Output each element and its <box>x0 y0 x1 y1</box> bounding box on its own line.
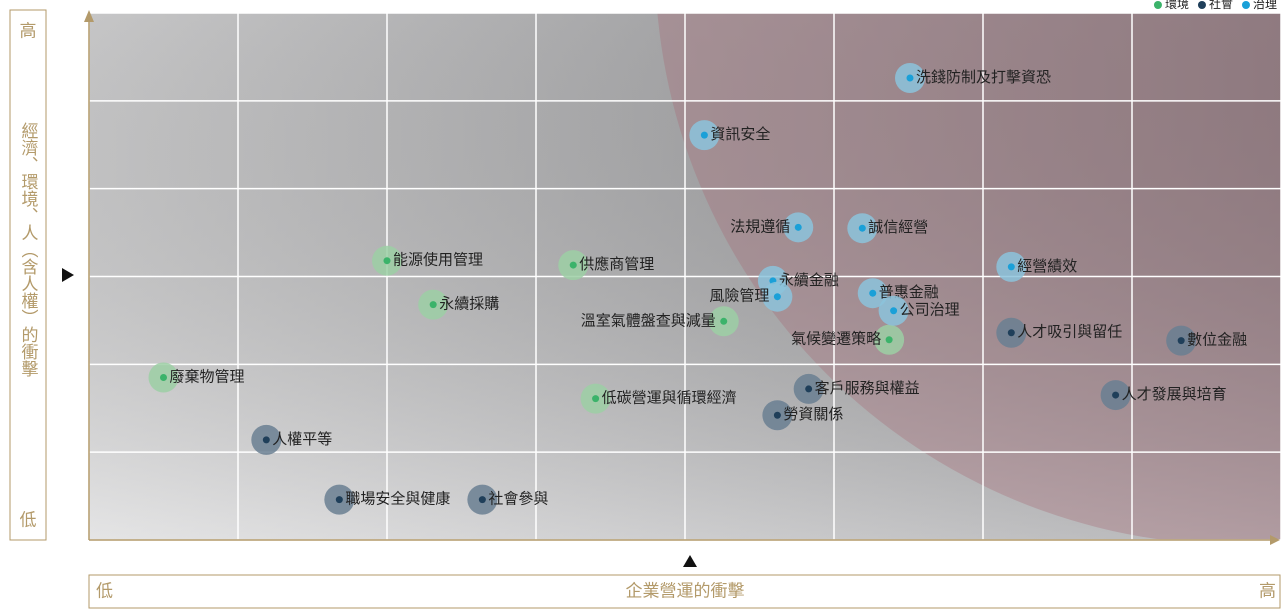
point-label: 永續採購 <box>439 296 499 313</box>
y-axis-label: 經濟、環境、人（含人權）的衝擊 <box>19 122 39 377</box>
points: 能源使用管理 供應商管理永續採購溫室氣體盤查與減量氣候變遷策略廢棄物管理低碳營運與… <box>148 62 1247 515</box>
legend-marker <box>1153 1 1162 9</box>
point <box>885 336 893 344</box>
x-arrow <box>1270 535 1280 545</box>
legend-label: 社會 <box>1209 0 1233 11</box>
legend-label: 治理 <box>1253 0 1277 11</box>
point <box>858 224 866 232</box>
point <box>1177 337 1185 345</box>
point-label: 廢棄物管理 <box>170 367 245 385</box>
point <box>773 293 781 301</box>
point-label: 人才吸引與留任 <box>1017 324 1122 341</box>
point-label: 客戶服務與權益 <box>815 380 920 397</box>
x-label-box <box>88 574 1281 609</box>
y-high: 高 <box>20 21 37 40</box>
point-label: 職場安全與健康 <box>345 490 450 508</box>
point <box>890 307 898 315</box>
point <box>478 496 486 504</box>
legend-label: 環境 <box>1165 0 1189 11</box>
point-label: 低碳營運與循環經濟 <box>602 390 737 407</box>
point <box>1112 391 1120 399</box>
plot-area <box>89 13 1281 540</box>
legend-marker <box>1241 1 1250 9</box>
point <box>720 317 728 325</box>
y-label-box <box>9 9 47 541</box>
point <box>160 374 167 382</box>
point <box>1007 329 1015 337</box>
point-label: 人權平等 <box>272 430 332 448</box>
legend-marker <box>1197 1 1206 9</box>
point <box>1007 263 1015 271</box>
point <box>794 223 802 231</box>
point-label: 資訊安全 <box>710 125 770 143</box>
y-mid-marker <box>62 268 74 282</box>
point-label: 永續金融 <box>779 272 839 289</box>
x-axis-label: 企業營運的衝擊 <box>626 581 745 600</box>
point <box>262 436 270 444</box>
point-label: 誠信經營 <box>868 219 928 236</box>
point-label: 法規遵循 <box>730 217 790 235</box>
point-label: 氣候變遷策略 <box>791 331 881 348</box>
point-label: 勞資關係 <box>783 406 843 423</box>
point-label: 公司治理 <box>900 302 960 319</box>
point-label: 經營績效 <box>1017 258 1077 275</box>
point-label: 洗錢防制及打擊資恐 <box>916 68 1051 86</box>
point <box>335 496 343 504</box>
point <box>700 131 708 139</box>
point <box>569 261 577 269</box>
point <box>383 257 391 265</box>
point-label: 供應商管理 <box>579 255 654 273</box>
point-label: 數位金融 <box>1187 332 1247 349</box>
point-label: 溫室氣體盤查與減量 <box>581 312 716 329</box>
y-arrow <box>84 10 94 22</box>
point <box>773 411 781 419</box>
x-high: 高 <box>1259 581 1276 600</box>
point <box>429 301 437 309</box>
point-label: 社會參與 <box>488 491 548 508</box>
point <box>805 385 813 393</box>
x-mid-marker <box>683 555 697 567</box>
point-label: 能源使用管理 <box>393 252 483 269</box>
point <box>592 395 600 403</box>
point-label: 風險管理 <box>709 288 769 305</box>
x-low: 低 <box>96 581 113 600</box>
point <box>906 74 914 82</box>
y-low: 低 <box>20 510 37 529</box>
point <box>869 289 877 297</box>
point-label: 人才發展與培育 <box>1122 386 1227 403</box>
